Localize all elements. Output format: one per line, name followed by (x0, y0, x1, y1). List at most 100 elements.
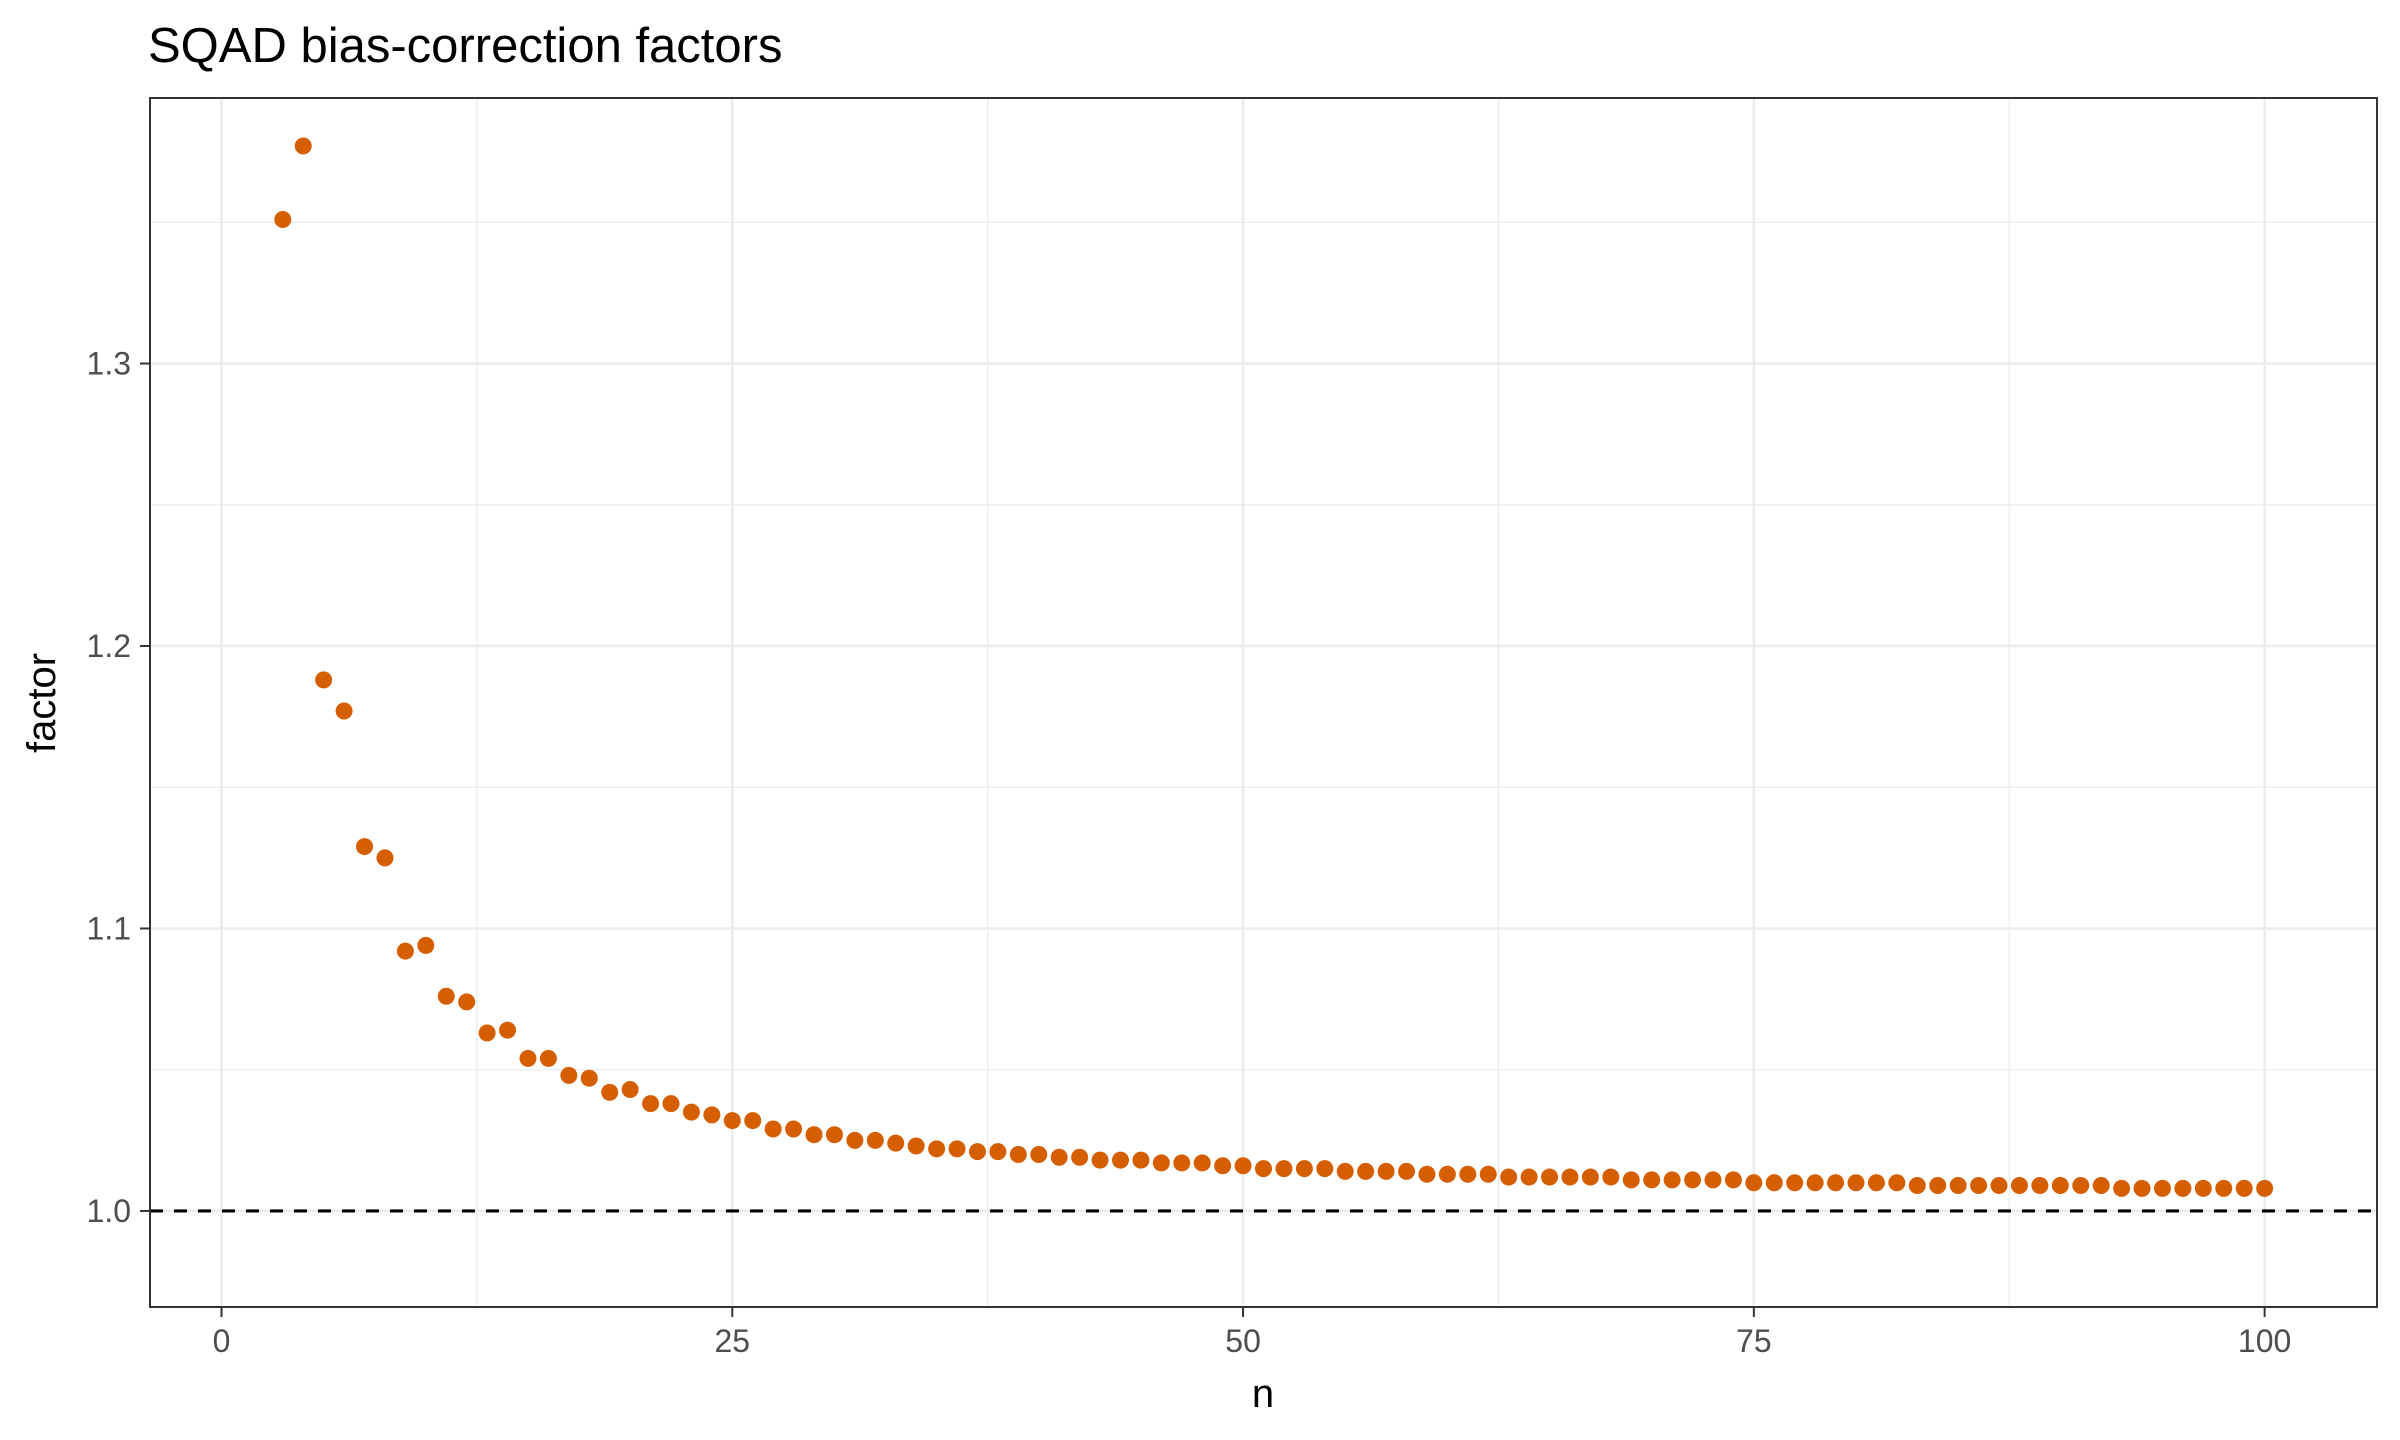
chart-title: SQAD bias-correction factors (148, 19, 783, 73)
data-point (1888, 1174, 1906, 1192)
y-tick-label: 1.0 (87, 1193, 131, 1229)
data-point (1152, 1154, 1170, 1172)
data-point (785, 1120, 803, 1138)
data-point (1275, 1160, 1293, 1178)
data-point (2092, 1177, 2110, 1195)
data-point (417, 936, 435, 954)
data-point (437, 987, 455, 1005)
data-point (1602, 1168, 1620, 1186)
data-point (1908, 1177, 1926, 1195)
data-point (866, 1131, 884, 1149)
data-point (1377, 1162, 1395, 1180)
data-point (499, 1021, 517, 1039)
data-point (1622, 1171, 1640, 1189)
data-point (948, 1140, 966, 1158)
data-point (1357, 1162, 1375, 1180)
y-tick-label: 1.3 (87, 346, 131, 382)
data-point (1091, 1151, 1109, 1169)
data-point (703, 1106, 721, 1124)
data-point (1847, 1174, 1865, 1192)
data-point (1071, 1148, 1089, 1166)
x-tick-label: 25 (714, 1323, 750, 1359)
data-point (1643, 1171, 1661, 1189)
data-point (315, 671, 333, 689)
data-point (519, 1049, 537, 1067)
data-point (2113, 1179, 2131, 1197)
data-point (1949, 1177, 1967, 1195)
data-point (1704, 1171, 1722, 1189)
x-axis: 0 25 50 75 100 (213, 1307, 2291, 1359)
data-point (1132, 1151, 1150, 1169)
data-point (2010, 1177, 2028, 1195)
panel-border (149, 97, 2378, 1308)
data-point (1500, 1168, 1518, 1186)
data-point (1970, 1177, 1988, 1195)
data-point (989, 1143, 1007, 1161)
data-point (1050, 1148, 1068, 1166)
data-point (356, 838, 374, 856)
data-point (580, 1069, 598, 1087)
x-tick-label: 50 (1225, 1323, 1261, 1359)
x-tick-label: 75 (1736, 1323, 1772, 1359)
data-point (723, 1112, 741, 1130)
data-point (2133, 1179, 2151, 1197)
data-point (1520, 1168, 1538, 1186)
data-point (642, 1095, 660, 1113)
data-point (539, 1049, 557, 1067)
data-point (458, 993, 476, 1011)
y-axis: 1.0 1.1 1.2 1.3 (87, 346, 150, 1229)
data-point (1214, 1157, 1232, 1175)
data-point (376, 849, 394, 867)
data-point (1030, 1145, 1048, 1163)
data-point (805, 1126, 823, 1144)
data-point (2174, 1179, 2192, 1197)
data-point (1990, 1177, 2008, 1195)
data-point (2051, 1177, 2069, 1195)
x-tick-label: 100 (2238, 1323, 2291, 1359)
x-axis-title: n (1252, 1372, 1274, 1416)
data-point (1398, 1162, 1416, 1180)
data-point (1786, 1174, 1804, 1192)
data-point (846, 1131, 864, 1149)
data-point (1929, 1177, 1947, 1195)
data-point (1459, 1165, 1477, 1183)
y-tick-label: 1.2 (87, 628, 131, 664)
data-point (396, 942, 414, 960)
data-points (274, 137, 2274, 1197)
data-point (907, 1137, 925, 1155)
data-point (1827, 1174, 1845, 1192)
data-point (887, 1134, 905, 1152)
data-point (1561, 1168, 1579, 1186)
data-point (744, 1112, 762, 1130)
data-point (1111, 1151, 1129, 1169)
data-point (764, 1120, 782, 1138)
data-point (2215, 1179, 2233, 1197)
data-point (1745, 1174, 1763, 1192)
data-point (1765, 1174, 1783, 1192)
data-point (1867, 1174, 1885, 1192)
data-point (1295, 1160, 1313, 1178)
data-point (825, 1126, 843, 1144)
data-point (335, 702, 353, 720)
y-axis-title: factor (20, 653, 64, 753)
data-point (1418, 1165, 1436, 1183)
data-point (1724, 1171, 1742, 1189)
data-point (621, 1080, 639, 1098)
data-point (1009, 1145, 1027, 1163)
data-point (1806, 1174, 1824, 1192)
data-point (682, 1103, 700, 1121)
data-point (1316, 1160, 1334, 1178)
data-point (1438, 1165, 1456, 1183)
data-point (560, 1066, 578, 1084)
data-point (1173, 1154, 1191, 1172)
data-point (294, 137, 312, 155)
data-point (2031, 1177, 2049, 1195)
x-tick-label: 0 (213, 1323, 231, 1359)
data-point (662, 1095, 680, 1113)
data-point (1541, 1168, 1559, 1186)
data-point (2256, 1179, 2274, 1197)
data-point (2153, 1179, 2171, 1197)
data-point (1234, 1157, 1252, 1175)
